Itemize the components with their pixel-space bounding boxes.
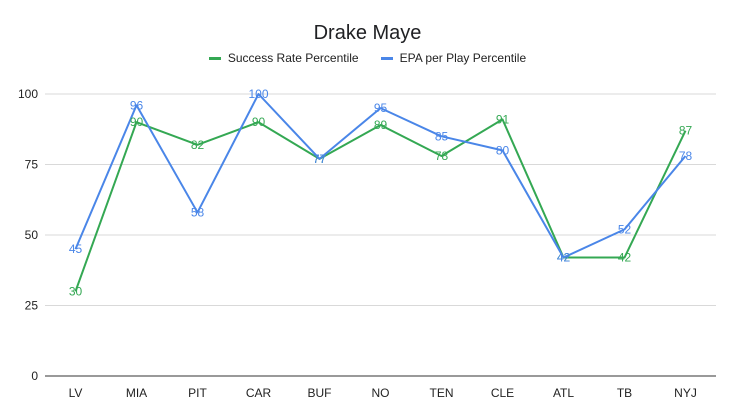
x-tick-label: PIT: [188, 386, 207, 400]
data-label: 42: [557, 251, 571, 265]
series-line-1: [74, 93, 687, 259]
data-label: 89: [374, 118, 388, 132]
data-label: 78: [679, 149, 693, 163]
data-label: 82: [191, 138, 205, 152]
x-tick-label: TB: [617, 386, 632, 400]
y-tick-label: 25: [25, 299, 39, 313]
data-label: 96: [130, 98, 144, 112]
legend-item-epa: EPA per Play Percentile: [380, 51, 527, 65]
data-label: 87: [679, 124, 693, 138]
y-tick-label: 100: [18, 87, 38, 101]
x-tick-label: BUF: [308, 386, 332, 400]
x-tick-label: ATL: [553, 386, 574, 400]
x-tick-label: TEN: [430, 386, 454, 400]
y-tick-label: 50: [25, 228, 39, 242]
y-tick-label: 0: [31, 369, 38, 383]
data-label: 42: [557, 251, 571, 265]
chart-title: Drake Maye: [313, 22, 422, 44]
x-tick-label: CLE: [491, 386, 514, 400]
data-label: 30: [69, 284, 83, 298]
x-tick-label: MIA: [126, 386, 147, 400]
legend-item-success-rate: Success Rate Percentile: [208, 51, 359, 65]
legend: Success Rate Percentile EPA per Play Per…: [0, 51, 735, 65]
data-label: 45: [69, 242, 83, 256]
x-tick-label: CAR: [246, 386, 272, 400]
legend-label-success-rate: Success Rate Percentile: [227, 51, 359, 65]
series-line-0: [74, 118, 687, 292]
x-tick-label: NYJ: [674, 386, 697, 400]
data-label: 52: [618, 222, 632, 236]
x-tick-label: NO: [372, 386, 390, 400]
data-label: 77: [313, 152, 327, 166]
data-label: 90: [130, 115, 144, 129]
legend-swatch-epa: [380, 56, 393, 60]
data-label: 42: [618, 251, 632, 265]
data-label: 58: [191, 205, 205, 219]
data-label: 85: [435, 129, 449, 143]
data-label: 95: [374, 101, 388, 115]
legend-label-epa: EPA per Play Percentile: [399, 51, 527, 65]
y-tick-label: 75: [25, 158, 39, 172]
data-label: 80: [496, 143, 510, 157]
data-label: 100: [248, 87, 268, 101]
data-label: 90: [252, 115, 266, 129]
data-label: 78: [435, 149, 449, 163]
data-label: 91: [496, 112, 510, 126]
data-label: 77: [313, 152, 327, 166]
x-tick-label: LV: [69, 386, 83, 400]
legend-swatch-success-rate: [208, 56, 221, 60]
